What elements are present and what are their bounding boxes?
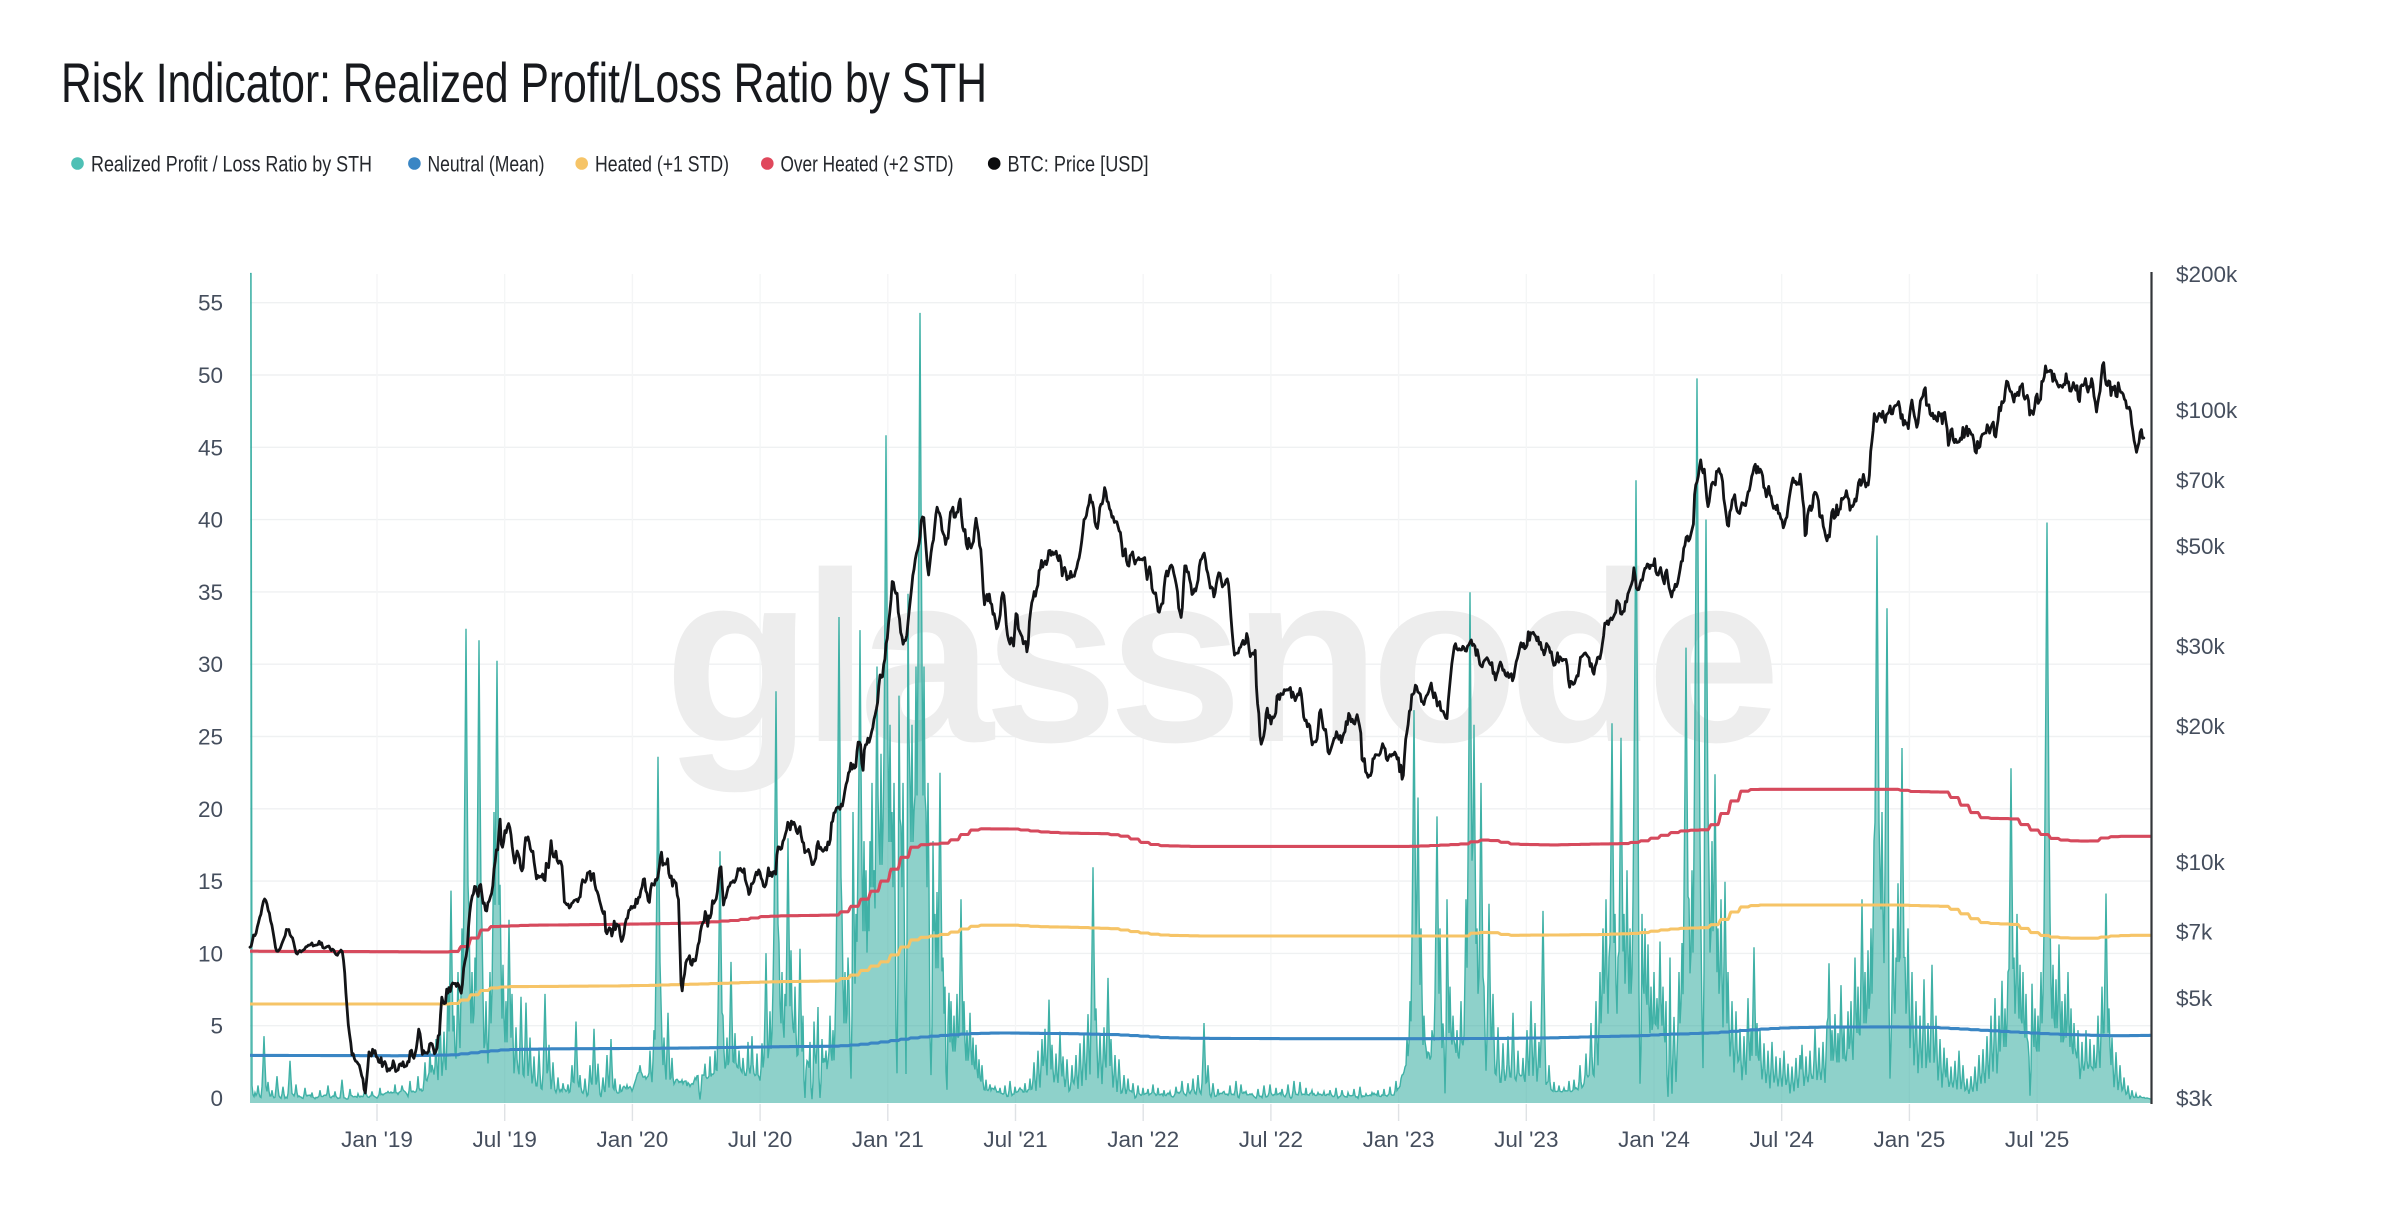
svg-text:Jul '22: Jul '22: [1239, 1127, 1303, 1152]
svg-text:30: 30: [198, 652, 223, 677]
svg-text:$10k: $10k: [2176, 850, 2226, 875]
svg-text:$100k: $100k: [2176, 398, 2238, 423]
svg-text:Heated (+1 STD): Heated (+1 STD): [595, 152, 729, 177]
svg-text:$7k: $7k: [2176, 920, 2213, 945]
svg-text:$3k: $3k: [2176, 1086, 2213, 1111]
svg-text:Jul '21: Jul '21: [983, 1127, 1047, 1152]
svg-text:$200k: $200k: [2176, 262, 2238, 287]
svg-text:Jan '20: Jan '20: [596, 1127, 668, 1152]
svg-text:Jul '23: Jul '23: [1494, 1127, 1558, 1152]
svg-text:10: 10: [198, 941, 223, 966]
svg-text:0: 0: [210, 1086, 223, 1111]
svg-text:Neutral (Mean): Neutral (Mean): [428, 152, 545, 177]
svg-text:$30k: $30k: [2176, 634, 2226, 659]
svg-text:35: 35: [198, 580, 223, 605]
svg-text:25: 25: [198, 725, 223, 750]
svg-text:45: 45: [198, 435, 223, 460]
svg-text:Jan '21: Jan '21: [852, 1127, 924, 1152]
svg-text:glassnode: glassnode: [664, 523, 1773, 793]
svg-text:Jul '19: Jul '19: [473, 1127, 537, 1152]
svg-text:Jul '25: Jul '25: [2005, 1127, 2069, 1152]
svg-text:Over Heated (+2 STD): Over Heated (+2 STD): [781, 152, 954, 177]
svg-text:BTC: Price [USD]: BTC: Price [USD]: [1008, 152, 1149, 177]
svg-text:20: 20: [198, 797, 223, 822]
svg-text:Jul '20: Jul '20: [728, 1127, 792, 1152]
svg-text:Jan '25: Jan '25: [1873, 1127, 1945, 1152]
svg-text:Jan '22: Jan '22: [1107, 1127, 1179, 1152]
svg-text:Jan '24: Jan '24: [1618, 1127, 1690, 1152]
svg-text:$70k: $70k: [2176, 468, 2226, 493]
svg-text:$50k: $50k: [2176, 534, 2226, 559]
svg-text:Jan '23: Jan '23: [1363, 1127, 1435, 1152]
svg-text:$20k: $20k: [2176, 714, 2226, 739]
svg-text:Jul '24: Jul '24: [1750, 1127, 1814, 1152]
svg-text:Realized Profit / Loss Ratio b: Realized Profit / Loss Ratio by STH: [91, 152, 372, 177]
svg-text:40: 40: [198, 508, 223, 533]
svg-text:15: 15: [198, 869, 223, 894]
svg-text:Risk Indicator: Realized Profi: Risk Indicator: Realized Profit/Loss Rat…: [61, 51, 987, 114]
svg-text:5: 5: [210, 1014, 223, 1039]
svg-text:55: 55: [198, 291, 223, 316]
svg-text:50: 50: [198, 363, 223, 388]
svg-text:$5k: $5k: [2176, 986, 2213, 1011]
svg-text:Jan '19: Jan '19: [341, 1127, 413, 1152]
